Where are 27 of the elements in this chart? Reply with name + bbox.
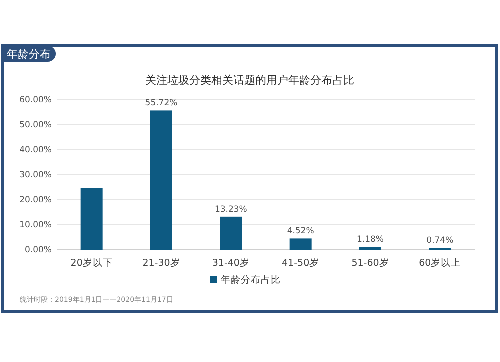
data-label: 1.18% (356, 235, 384, 246)
y-tick-label: 40.00% (20, 145, 52, 156)
data-label: 13.23% (214, 204, 248, 215)
legend-label: 年龄分布占比 (221, 274, 281, 286)
y-tick-label: 60.00% (20, 95, 52, 106)
y-tick-label: 10.00% (20, 220, 52, 230)
x-tick-label: 20岁以下 (70, 257, 113, 269)
bar (80, 188, 103, 250)
chart-title: 年龄分布 (7, 48, 51, 61)
bar (220, 216, 242, 250)
x-tick-label: 51-60岁 (352, 257, 390, 269)
bar (150, 110, 172, 250)
x-tick-label: 41-50岁 (282, 257, 320, 269)
chart-subtitle: 关注垃圾分类相关话题的用户年龄分布占比 (146, 74, 354, 87)
data-label: 55.72% (145, 98, 178, 109)
x-tick-label: 21-30岁 (142, 257, 180, 269)
data-label: 0.74% (426, 236, 454, 246)
y-tick-label: 0.00% (24, 245, 52, 256)
y-tick-label: 20.00% (20, 195, 52, 206)
y-tick-label: 50.00% (20, 120, 52, 130)
legend: 年龄分布占比 (210, 275, 281, 286)
data-label: 4.52% (287, 226, 314, 237)
y-tick-label: 30.00% (20, 170, 52, 180)
x-tick-label: 31-40岁 (212, 257, 250, 269)
bar (290, 238, 312, 250)
bar (360, 247, 382, 250)
x-tick-label: 60岁以上 (419, 257, 462, 269)
